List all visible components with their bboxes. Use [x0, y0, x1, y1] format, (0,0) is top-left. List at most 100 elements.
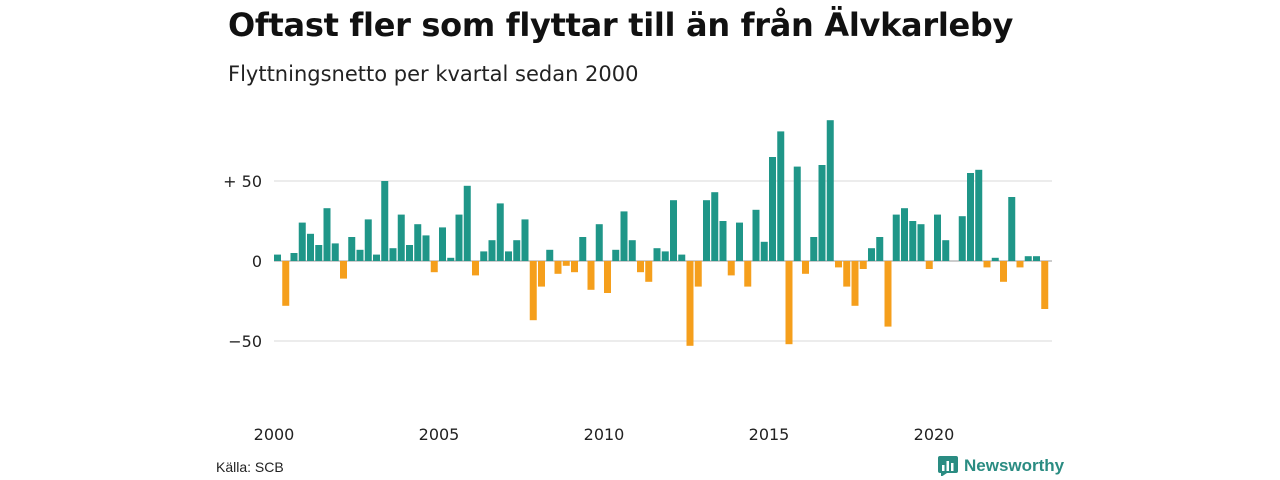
- bar: [389, 248, 397, 261]
- bar: [604, 261, 611, 293]
- bar: [521, 219, 529, 261]
- bar: [958, 216, 966, 261]
- bar: [348, 237, 356, 261]
- bar: [802, 261, 809, 274]
- bar: [744, 261, 752, 287]
- bar: [1024, 256, 1032, 261]
- bar: [562, 261, 570, 266]
- bar: [472, 261, 479, 276]
- y-tick-label: 0: [252, 252, 262, 271]
- bar: [909, 221, 917, 261]
- bar: [991, 257, 999, 261]
- chart-subtitle: Flyttningsnetto per kvartal sedan 2000: [228, 62, 639, 86]
- bar: [496, 203, 504, 261]
- bar: [331, 243, 339, 261]
- bar: [587, 261, 595, 290]
- bar: [1016, 261, 1024, 268]
- source-note: Källa: SCB: [216, 459, 284, 475]
- newsworthy-logo[interactable]: Newsworthy: [938, 456, 1064, 476]
- bar: [967, 173, 974, 261]
- bar: [595, 224, 603, 261]
- bar: [571, 261, 578, 273]
- bar: [538, 261, 545, 287]
- bar: [876, 237, 884, 261]
- bar: [274, 254, 281, 261]
- x-tick-label: 2010: [584, 425, 625, 444]
- bar: [983, 261, 991, 268]
- bar: [439, 227, 446, 261]
- bar: [340, 261, 347, 279]
- bar: [463, 185, 471, 261]
- bar: [859, 261, 867, 269]
- bar: [356, 249, 364, 261]
- x-tick-label: 2000: [254, 425, 295, 444]
- bar: [307, 233, 314, 261]
- bar: [769, 157, 776, 261]
- bar: [777, 131, 785, 261]
- bar: [678, 254, 686, 261]
- bar: [901, 208, 908, 261]
- bar: [653, 248, 661, 261]
- bar: [1000, 261, 1007, 282]
- bar: [546, 249, 554, 261]
- bar: [818, 165, 826, 261]
- bar: [884, 261, 892, 327]
- bar: [703, 200, 710, 261]
- bar: [793, 166, 801, 261]
- bar: [760, 241, 768, 261]
- bar: [529, 261, 537, 321]
- bar: [892, 214, 900, 261]
- bar: [942, 240, 950, 261]
- y-tick-label: + 50: [223, 172, 262, 191]
- bar: [835, 261, 842, 268]
- bar: [290, 253, 298, 261]
- x-tick-label: 2020: [914, 425, 955, 444]
- bar: [414, 224, 422, 261]
- bar: [298, 222, 306, 261]
- bar: [826, 120, 834, 261]
- newsworthy-chart-icon: [938, 456, 958, 476]
- y-tick-label: −50: [228, 332, 262, 351]
- bar: [752, 209, 760, 261]
- bar: [315, 245, 323, 261]
- bar: [661, 251, 669, 261]
- bar: [422, 235, 430, 261]
- bar: [925, 261, 933, 269]
- bar: [579, 237, 587, 261]
- bar-chart: + 50 0 −50 2000 2005 2010 2015 2020: [223, 120, 1052, 444]
- bar: [810, 237, 818, 261]
- bar: [323, 208, 331, 261]
- bar: [785, 261, 793, 345]
- bar: [505, 251, 512, 261]
- bar: [488, 240, 496, 261]
- bar: [513, 240, 521, 261]
- chart-title: Oftast fler som flyttar till än från Älv…: [228, 6, 1014, 44]
- bar: [727, 261, 735, 276]
- bar: [1033, 256, 1040, 261]
- bar: [711, 192, 719, 261]
- bar: [628, 240, 636, 261]
- bar: [686, 261, 694, 346]
- bar: [719, 221, 727, 261]
- bar: [645, 261, 653, 282]
- bar: [975, 169, 983, 261]
- bar: [736, 222, 743, 261]
- bar: [670, 200, 677, 261]
- bar: [843, 261, 851, 287]
- bar: [381, 181, 389, 261]
- bar: [430, 261, 438, 273]
- bar: [364, 219, 372, 261]
- bar: [282, 261, 290, 306]
- bar: [397, 214, 405, 261]
- bar: [447, 257, 455, 261]
- bar: [620, 211, 628, 261]
- bar: [917, 224, 925, 261]
- bar: [406, 245, 413, 261]
- x-tick-label: 2015: [749, 425, 790, 444]
- bar: [554, 261, 562, 274]
- bar: [373, 254, 380, 261]
- bar: [637, 261, 644, 273]
- bar: [455, 214, 463, 261]
- bar: [1008, 197, 1016, 261]
- bar: [851, 261, 859, 306]
